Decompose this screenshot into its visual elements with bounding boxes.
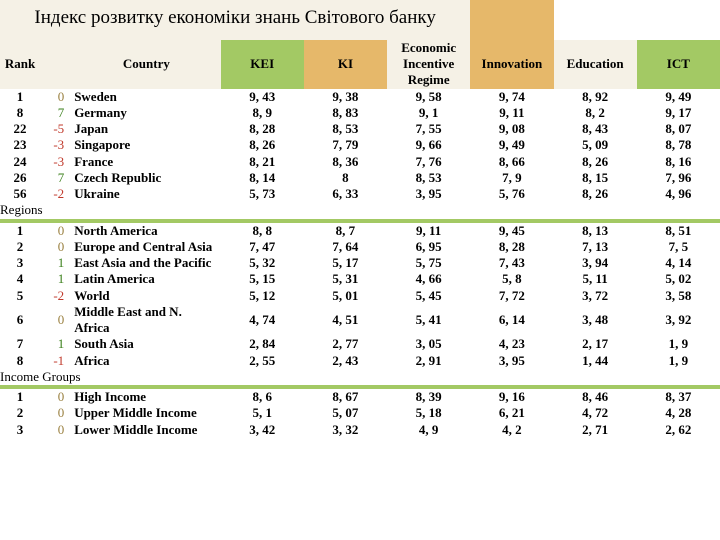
table-row: 10High Income8, 68, 678, 399, 168, 468, … — [0, 389, 720, 405]
table-row: 5-2World5, 125, 015, 457, 723, 723, 58 — [0, 288, 720, 304]
table-header: RankCountryKEIKIEconomic Incentive Regim… — [0, 40, 720, 89]
table-row: 10North America8, 88, 79, 119, 458, 138,… — [0, 223, 720, 239]
table-row: 10Sweden9, 439, 389, 589, 748, 929, 49 — [0, 89, 720, 105]
section-header: Regions — [0, 202, 720, 218]
table-row: 30Lower Middle Income3, 423, 324, 94, 22… — [0, 422, 720, 438]
table-row: 267Czech Republic8, 1488, 537, 98, 157, … — [0, 170, 720, 186]
kei-table: Індекс розвитку економіки знань Світовог… — [0, 0, 720, 438]
table-row: 20Europe and Central Asia7, 477, 646, 95… — [0, 239, 720, 255]
table-row: 24-3France8, 218, 367, 768, 668, 268, 16 — [0, 154, 720, 170]
table-row: 71South Asia2, 842, 773, 054, 232, 171, … — [0, 336, 720, 352]
page-title: Індекс розвитку економіки знань Світовог… — [0, 0, 470, 34]
table-row: 60Middle East and N. Africa4, 744, 515, … — [0, 304, 720, 337]
table-row: 8-1Africa2, 552, 432, 913, 951, 441, 9 — [0, 353, 720, 369]
table-row: 31East Asia and the Pacific5, 325, 175, … — [0, 255, 720, 271]
table-row: 41Latin America5, 155, 314, 665, 85, 115… — [0, 271, 720, 287]
table-row: 20Upper Middle Income5, 15, 075, 186, 21… — [0, 405, 720, 421]
table-row: 22-5Japan8, 288, 537, 559, 088, 438, 07 — [0, 121, 720, 137]
table-row: 23-3Singapore8, 267, 799, 669, 495, 098,… — [0, 137, 720, 153]
section-header: Income Groups — [0, 369, 720, 385]
table-row: 87Germany8, 98, 839, 19, 118, 29, 17 — [0, 105, 720, 121]
table-row: 56-2Ukraine5, 736, 333, 955, 768, 264, 9… — [0, 186, 720, 202]
